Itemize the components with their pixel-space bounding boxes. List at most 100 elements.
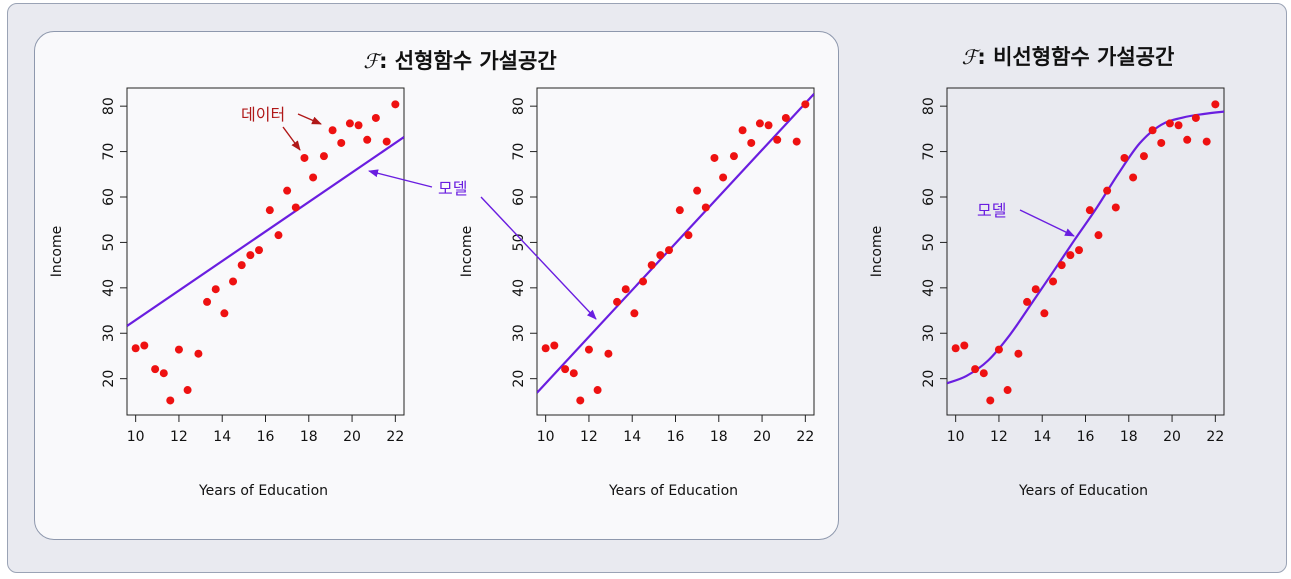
data-point	[550, 341, 559, 350]
data-point	[194, 349, 203, 358]
model-annotation-arrow-3	[1019, 209, 1075, 237]
x-tick-label: 22	[386, 429, 404, 445]
data-point	[971, 365, 980, 374]
data-point	[220, 309, 229, 318]
data-point	[1183, 135, 1192, 144]
data-point	[541, 344, 550, 353]
x-tick-label: 20	[1163, 429, 1181, 445]
nonlinear-title: ℱ: 비선형함수 가설공간	[962, 45, 1175, 69]
data-point	[211, 285, 220, 294]
data-point	[300, 153, 309, 162]
x-tick-label: 10	[947, 429, 965, 445]
model-annotation-arrow-1	[368, 169, 433, 188]
data-point	[382, 137, 391, 146]
x-tick-label: 12	[170, 429, 188, 445]
data-annotation-label: 데이터	[241, 105, 285, 124]
x-tick-label: 10	[127, 429, 145, 445]
model-annotation-arrow-2	[480, 196, 597, 320]
data-point	[1066, 251, 1075, 260]
data-point	[1191, 113, 1200, 122]
data-point	[1211, 100, 1220, 109]
data-point	[693, 186, 702, 195]
data-point	[363, 135, 372, 144]
data-point	[1103, 186, 1112, 195]
nonlinear-title-symbol: ℱ	[962, 45, 981, 69]
model-curve	[947, 110, 1224, 385]
x-tick-label: 20	[753, 429, 771, 445]
y-tick-label: 60	[921, 188, 937, 206]
data-point	[1085, 206, 1094, 215]
data-point	[1174, 121, 1183, 130]
x-tick-label: 12	[580, 429, 598, 445]
data-point	[665, 246, 674, 255]
data-point	[755, 119, 764, 128]
data-point	[986, 396, 995, 405]
linear-title-text: : 선형함수 가설공간	[379, 49, 557, 73]
data-point	[174, 345, 183, 354]
data-point	[203, 297, 212, 306]
data-point	[354, 121, 363, 130]
data-point	[159, 369, 168, 378]
model-line	[127, 136, 404, 327]
data-point	[747, 138, 756, 147]
x-tick-label: 18	[1120, 429, 1138, 445]
x-tick-label: 14	[213, 429, 231, 445]
y-tick-label: 20	[101, 370, 117, 388]
data-point	[710, 153, 719, 162]
y-tick-label: 60	[101, 188, 117, 206]
data-point	[604, 349, 613, 358]
data-point	[1139, 152, 1148, 161]
data-point	[647, 261, 656, 270]
data-point	[1040, 309, 1049, 318]
y-tick-label: 70	[511, 143, 527, 161]
data-point	[792, 137, 801, 146]
y-tick-label: 70	[101, 143, 117, 161]
x-tick-label: 22	[1206, 429, 1224, 445]
data-point	[283, 186, 292, 195]
data-point	[1202, 137, 1211, 146]
data-point	[1023, 297, 1032, 306]
data-point	[265, 206, 274, 215]
x-axis-label: Years of Education	[198, 483, 328, 499]
data-point	[274, 231, 283, 240]
y-tick-label: 40	[921, 279, 937, 297]
x-tick-label: 14	[1033, 429, 1051, 445]
x-tick-label: 10	[537, 429, 555, 445]
data-point	[675, 206, 684, 215]
data-point	[781, 113, 790, 122]
y-axis-label: Income	[459, 226, 475, 278]
data-point	[960, 341, 969, 350]
y-tick-label: 50	[511, 234, 527, 252]
data-point	[1094, 231, 1103, 240]
data-point	[584, 345, 593, 354]
data-annotation-arrow-2	[282, 126, 301, 151]
data-point	[140, 341, 149, 350]
chart-linear-2: 10 12 14 16 18 20 22 20 30 40 50 60 70 80 Years of Edu…	[459, 87, 815, 499]
data-point	[1111, 203, 1120, 212]
model-annotation-label-2: 모델	[977, 201, 1006, 220]
plot-frame	[536, 87, 815, 416]
data-point	[656, 251, 665, 260]
data-point	[246, 251, 255, 260]
data-point	[345, 119, 354, 128]
linear-hypothesis-panel	[34, 31, 839, 540]
y-tick-label: 30	[511, 324, 527, 342]
plot-frame	[946, 87, 1225, 416]
data-point	[309, 173, 318, 182]
y-tick-label: 80	[921, 97, 937, 115]
y-tick-label: 20	[511, 370, 527, 388]
data-point	[729, 152, 738, 161]
linear-title-symbol: ℱ	[363, 49, 382, 73]
y-tick-label: 30	[101, 324, 117, 342]
chart-linear-1: 10 12 14 16 18 20 22 20 30 40 50 60 70 80 Years of Edu…	[49, 87, 405, 499]
data-point	[1148, 126, 1157, 135]
data-point	[639, 277, 648, 286]
data-point	[593, 386, 602, 395]
x-tick-label: 14	[623, 429, 641, 445]
data-point	[237, 261, 246, 270]
data-point	[569, 369, 578, 378]
data-point	[1120, 153, 1129, 162]
x-tick-label: 16	[667, 429, 685, 445]
y-axis-label: Income	[49, 226, 65, 278]
